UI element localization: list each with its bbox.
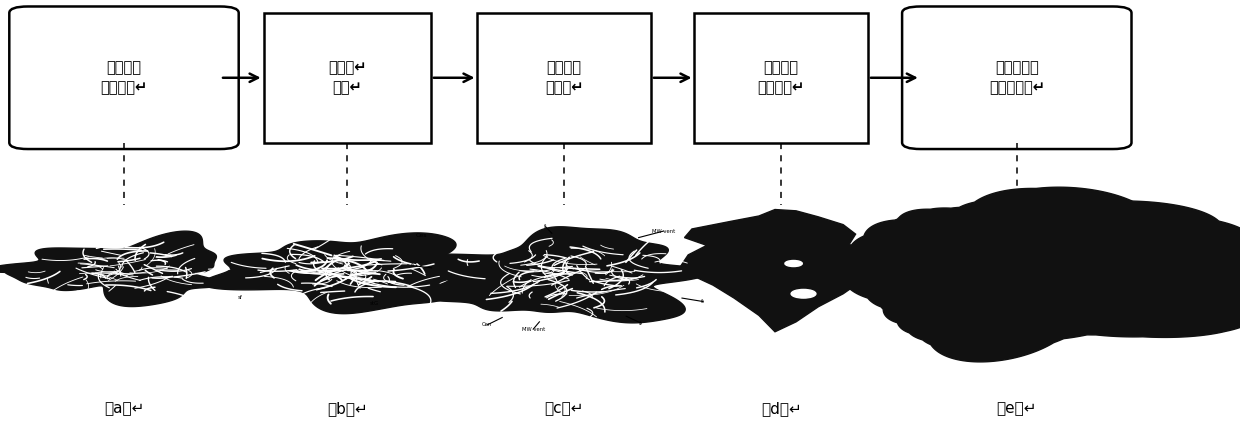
- Text: 计算出共形
特征描述子↵: 计算出共形 特征描述子↵: [988, 60, 1045, 95]
- Circle shape: [791, 289, 816, 298]
- FancyBboxPatch shape: [694, 13, 868, 143]
- Text: f₂: f₂: [639, 321, 644, 326]
- Text: f₄: f₄: [410, 263, 415, 268]
- Text: （c）↵: （c）↵: [544, 401, 584, 416]
- Text: 曲面拓扑
规范化↵: 曲面拓扑 规范化↵: [544, 60, 584, 95]
- FancyBboxPatch shape: [901, 6, 1131, 149]
- Polygon shape: [202, 233, 458, 314]
- Text: （a）↵: （a）↵: [104, 401, 144, 416]
- Text: 三维点云
网格曲面↵: 三维点云 网格曲面↵: [100, 60, 148, 95]
- Polygon shape: [830, 187, 1240, 362]
- Text: f₁: f₁: [543, 224, 548, 229]
- Text: （b）↵: （b）↵: [327, 401, 367, 416]
- Text: Ces: Ces: [415, 233, 427, 238]
- FancyBboxPatch shape: [10, 6, 238, 149]
- Text: 特征线↵
标定↵: 特征线↵ 标定↵: [327, 60, 367, 95]
- Polygon shape: [404, 227, 708, 323]
- Polygon shape: [0, 231, 222, 307]
- Text: （d）↵: （d）↵: [761, 401, 801, 416]
- Text: Cen: Cen: [482, 322, 492, 327]
- Text: MW vent: MW vent: [652, 229, 675, 234]
- Circle shape: [785, 260, 802, 267]
- Text: f₀: f₀: [701, 299, 706, 304]
- FancyBboxPatch shape: [263, 13, 432, 143]
- Text: sf: sf: [238, 295, 243, 300]
- Text: stG: stG: [370, 301, 378, 305]
- Polygon shape: [680, 210, 868, 332]
- FancyBboxPatch shape: [477, 13, 651, 143]
- Text: （e）↵: （e）↵: [997, 401, 1037, 416]
- Text: MW vent: MW vent: [522, 327, 544, 332]
- Text: 嵌入到度
加莱模型↵: 嵌入到度 加莱模型↵: [758, 60, 805, 95]
